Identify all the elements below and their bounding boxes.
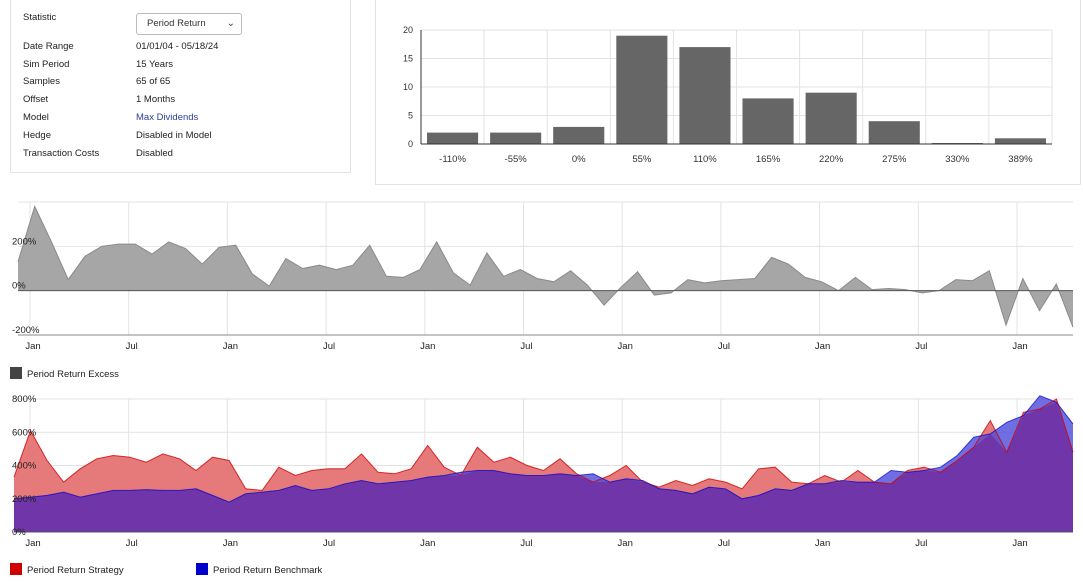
statistic-label: Statistic	[23, 12, 57, 23]
info-value: 01/01/04 - 05/18/24	[136, 41, 219, 52]
x-tick-label: Jan	[25, 341, 40, 352]
histogram-bar	[994, 138, 1046, 144]
benchmark-line	[13, 395, 1074, 503]
legend-benchmark[interactable]: Period Return Benchmark	[196, 563, 323, 578]
y-tick-label: 0	[408, 139, 413, 149]
x-tick-label: Jul	[323, 341, 335, 352]
chevron-down-icon: ⌄	[226, 18, 235, 29]
excess-area	[18, 206, 1073, 328]
x-tick-label: Jul	[520, 538, 532, 549]
histogram-bar	[427, 132, 479, 144]
statistic-select-value: Period Return	[147, 18, 206, 29]
histogram-bar	[742, 98, 794, 144]
x-tick-label: Jan	[223, 341, 238, 352]
y-tick-label: 5	[408, 111, 413, 121]
x-tick-label: 330%	[945, 154, 970, 165]
x-tick-label: 275%	[882, 154, 907, 165]
histogram-panel: 0 5 10 15 20 -110% -55% 0% 55% 110% 165% 220% 275% 33…	[375, 0, 1081, 185]
x-tick-label: Jul	[915, 538, 927, 549]
x-tick-label: Jul	[915, 341, 927, 352]
y-tick-label: 200%	[12, 494, 37, 505]
y-tick-label: 600%	[12, 427, 37, 438]
x-tick-label: Jul	[126, 538, 138, 549]
histogram-bar	[553, 126, 605, 144]
x-tick-label: 389%	[1008, 154, 1033, 165]
y-tick-label: -200%	[12, 325, 40, 336]
legend-label-strategy: Period Return Strategy	[27, 565, 124, 576]
x-tick-label: 220%	[819, 154, 844, 165]
strategy-line	[13, 398, 1074, 491]
y-tick-label: 0%	[12, 281, 26, 292]
x-tick-label: Jul	[323, 538, 335, 549]
y-tick-label: 20	[403, 25, 413, 35]
legend-swatch-benchmark	[196, 563, 208, 576]
model-link[interactable]: Max Dividends	[136, 112, 199, 123]
x-tick-label: 110%	[693, 154, 717, 165]
x-tick-label: Jan	[618, 341, 633, 352]
y-tick-label: 15	[403, 54, 413, 64]
histogram-bar	[679, 47, 731, 144]
info-value: 15 Years	[136, 59, 173, 70]
info-label: Model	[23, 112, 49, 123]
x-tick-label: -110%	[439, 154, 466, 165]
legend-strategy[interactable]: Period Return Strategy	[10, 563, 124, 578]
y-tick-label: 800%	[12, 394, 37, 405]
legend-label-excess: Period Return Excess	[27, 369, 119, 380]
x-tick-label: Jan	[618, 538, 633, 549]
legend-swatch-excess	[10, 367, 22, 380]
histogram-bar	[805, 92, 857, 144]
x-tick-label: Jan	[1012, 341, 1027, 352]
x-tick-label: Jul	[126, 341, 138, 352]
info-value: 65 of 65	[136, 76, 171, 87]
x-tick-label: Jul	[718, 341, 730, 352]
excess-return-chart: 200% 0% -200% Jan Jul Jan Jul Jan Jul Jan Jul Jan Ju…	[12, 201, 1074, 352]
x-tick-label: Jan	[420, 538, 435, 549]
x-tick-label: Jan	[420, 341, 435, 352]
x-tick-label: Jan	[223, 538, 238, 549]
info-label: Samples	[23, 76, 60, 87]
x-tick-label: 0%	[572, 154, 586, 165]
info-value: Disabled	[136, 148, 173, 159]
info-label: Sim Period	[23, 59, 70, 70]
legend-excess[interactable]: Period Return Excess	[10, 367, 119, 382]
x-tick-label: Jan	[815, 538, 830, 549]
histogram-bar	[490, 132, 542, 144]
x-tick-label: Jul	[520, 341, 532, 352]
y-tick-label: 0%	[12, 527, 26, 538]
y-tick-label: 10	[403, 82, 413, 92]
x-tick-label: Jan	[815, 341, 830, 352]
statistics-info-panel: Statistic Period Return ⌄ Date Range 01/…	[10, 0, 351, 173]
overlap-area	[14, 402, 1073, 532]
histogram-bar	[616, 35, 668, 145]
info-value: 1 Months	[136, 94, 176, 105]
legend-label-benchmark: Period Return Benchmark	[213, 565, 323, 576]
x-tick-label: 55%	[632, 154, 652, 165]
x-tick-label: 165%	[756, 154, 781, 165]
strategy-benchmark-chart: 800%600%400%200%0%Jan Jul Jan Jul Jan Jul Jan J…	[12, 394, 1074, 549]
excess-line	[17, 205, 1074, 328]
statistic-select[interactable]: Period Return ⌄	[136, 13, 242, 35]
histogram-chart: 0 5 10 15 20 -110% -55% 0% 55% 110% 165% 220% 275% 33…	[403, 25, 1053, 165]
info-label: Offset	[23, 94, 49, 105]
histogram-bar	[868, 121, 920, 144]
legend-swatch-strategy	[10, 563, 22, 576]
info-label: Hedge	[23, 130, 51, 141]
x-tick-label: Jul	[718, 538, 730, 549]
y-tick-label: 200%	[12, 236, 37, 247]
x-tick-label: Jan	[1012, 538, 1027, 549]
info-value: Disabled in Model	[136, 130, 212, 141]
y-tick-label: 400%	[12, 461, 37, 472]
x-tick-label: -55%	[505, 154, 528, 165]
x-tick-label: Jan	[25, 538, 40, 549]
info-label: Transaction Costs	[23, 148, 100, 159]
info-label: Date Range	[23, 41, 74, 52]
